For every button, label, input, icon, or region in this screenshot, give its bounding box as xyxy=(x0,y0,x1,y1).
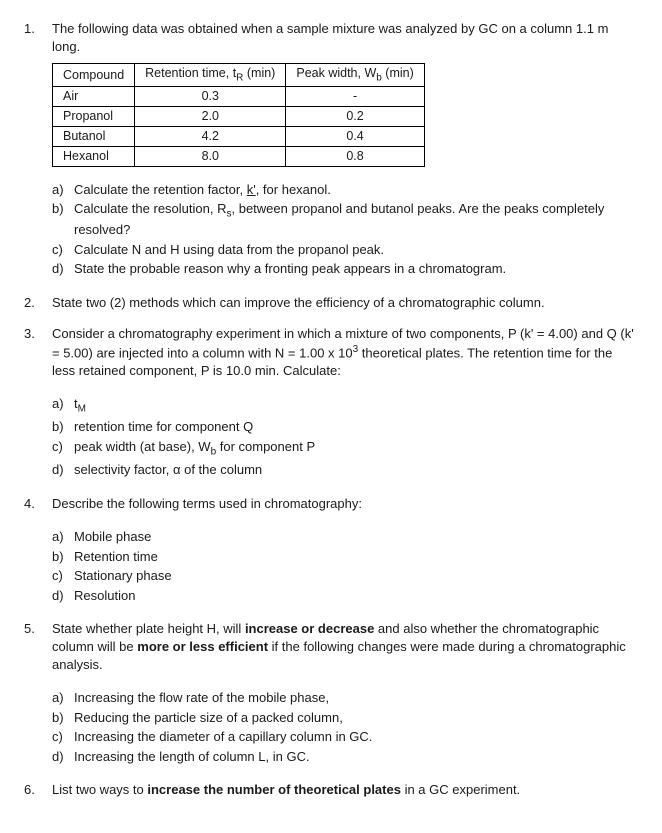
sub-label: c) xyxy=(52,728,74,746)
col-retention: Retention time, tR (min) xyxy=(135,64,286,87)
cell: 0.8 xyxy=(286,146,424,166)
question-intro: State whether plate height H, will incre… xyxy=(52,620,638,673)
question-4: 4. Describe the following terms used in … xyxy=(24,495,638,607)
sub-label: c) xyxy=(52,567,74,585)
question-intro: Consider a chromatography experiment in … xyxy=(52,325,638,379)
sub-text: Increasing the flow rate of the mobile p… xyxy=(74,689,638,707)
cell: - xyxy=(286,87,424,107)
sub-text: Calculate the retention factor, k', for … xyxy=(74,181,638,199)
question-body: Consider a chromatography experiment in … xyxy=(52,325,638,480)
question-number: 5. xyxy=(24,620,52,638)
question-number: 4. xyxy=(24,495,52,513)
sub-label: a) xyxy=(52,528,74,546)
sub-label: d) xyxy=(52,461,74,479)
question-3: 3. Consider a chromatography experiment … xyxy=(24,325,638,480)
sub-label: d) xyxy=(52,748,74,766)
cell: Butanol xyxy=(53,126,135,146)
question-body: State two (2) methods which can improve … xyxy=(52,294,638,312)
question-intro: Describe the following terms used in chr… xyxy=(52,495,638,513)
cell: 4.2 xyxy=(135,126,286,146)
cell: Hexanol xyxy=(53,146,135,166)
cell: 0.4 xyxy=(286,126,424,146)
cell: 2.0 xyxy=(135,106,286,126)
question-number: 1. xyxy=(24,20,52,38)
sub-label: a) xyxy=(52,689,74,707)
sub-label: b) xyxy=(52,200,74,218)
sub-text: retention time for component Q xyxy=(74,418,638,436)
question-body: List two ways to increase the number of … xyxy=(52,781,638,799)
question-1: 1. The following data was obtained when … xyxy=(24,20,638,280)
cell: 0.2 xyxy=(286,106,424,126)
question-5: 5. State whether plate height H, will in… xyxy=(24,620,638,767)
sub-text: Increasing the length of column L, in GC… xyxy=(74,748,638,766)
question-number: 3. xyxy=(24,325,52,343)
sub-label: b) xyxy=(52,709,74,727)
cell: Air xyxy=(53,87,135,107)
sub-text: State the probable reason why a fronting… xyxy=(74,260,638,278)
sub-label: d) xyxy=(52,587,74,605)
sub-text: peak width (at base), Wb for component P xyxy=(74,438,638,459)
sub-text: Stationary phase xyxy=(74,567,638,585)
question-number: 6. xyxy=(24,781,52,799)
sub-text: Retention time xyxy=(74,548,638,566)
sub-text: Resolution xyxy=(74,587,638,605)
sub-text: Mobile phase xyxy=(74,528,638,546)
question-2: 2. State two (2) methods which can impro… xyxy=(24,294,638,312)
sub-text: selectivity factor, α of the column xyxy=(74,461,638,479)
cell: 0.3 xyxy=(135,87,286,107)
sub-text: Calculate the resolution, Rs, between pr… xyxy=(74,200,638,239)
sub-text: tM xyxy=(74,395,638,416)
question-body: Describe the following terms used in chr… xyxy=(52,495,638,607)
col-peakwidth: Peak width, Wb (min) xyxy=(286,64,424,87)
data-table: Compound Retention time, tR (min) Peak w… xyxy=(52,63,425,167)
sub-label: b) xyxy=(52,548,74,566)
question-body: State whether plate height H, will incre… xyxy=(52,620,638,767)
question-intro: The following data was obtained when a s… xyxy=(52,20,638,55)
col-compound: Compound xyxy=(53,64,135,87)
sub-label: b) xyxy=(52,418,74,436)
question-number: 2. xyxy=(24,294,52,312)
sub-text: Calculate N and H using data from the pr… xyxy=(74,241,638,259)
cell: 8.0 xyxy=(135,146,286,166)
sub-label: a) xyxy=(52,395,74,413)
sub-label: a) xyxy=(52,181,74,199)
sub-label: d) xyxy=(52,260,74,278)
question-6: 6. List two ways to increase the number … xyxy=(24,781,638,799)
sub-label: c) xyxy=(52,438,74,456)
sub-text: Increasing the diameter of a capillary c… xyxy=(74,728,638,746)
sub-label: c) xyxy=(52,241,74,259)
sub-text: Reducing the particle size of a packed c… xyxy=(74,709,638,727)
cell: Propanol xyxy=(53,106,135,126)
question-body: The following data was obtained when a s… xyxy=(52,20,638,280)
